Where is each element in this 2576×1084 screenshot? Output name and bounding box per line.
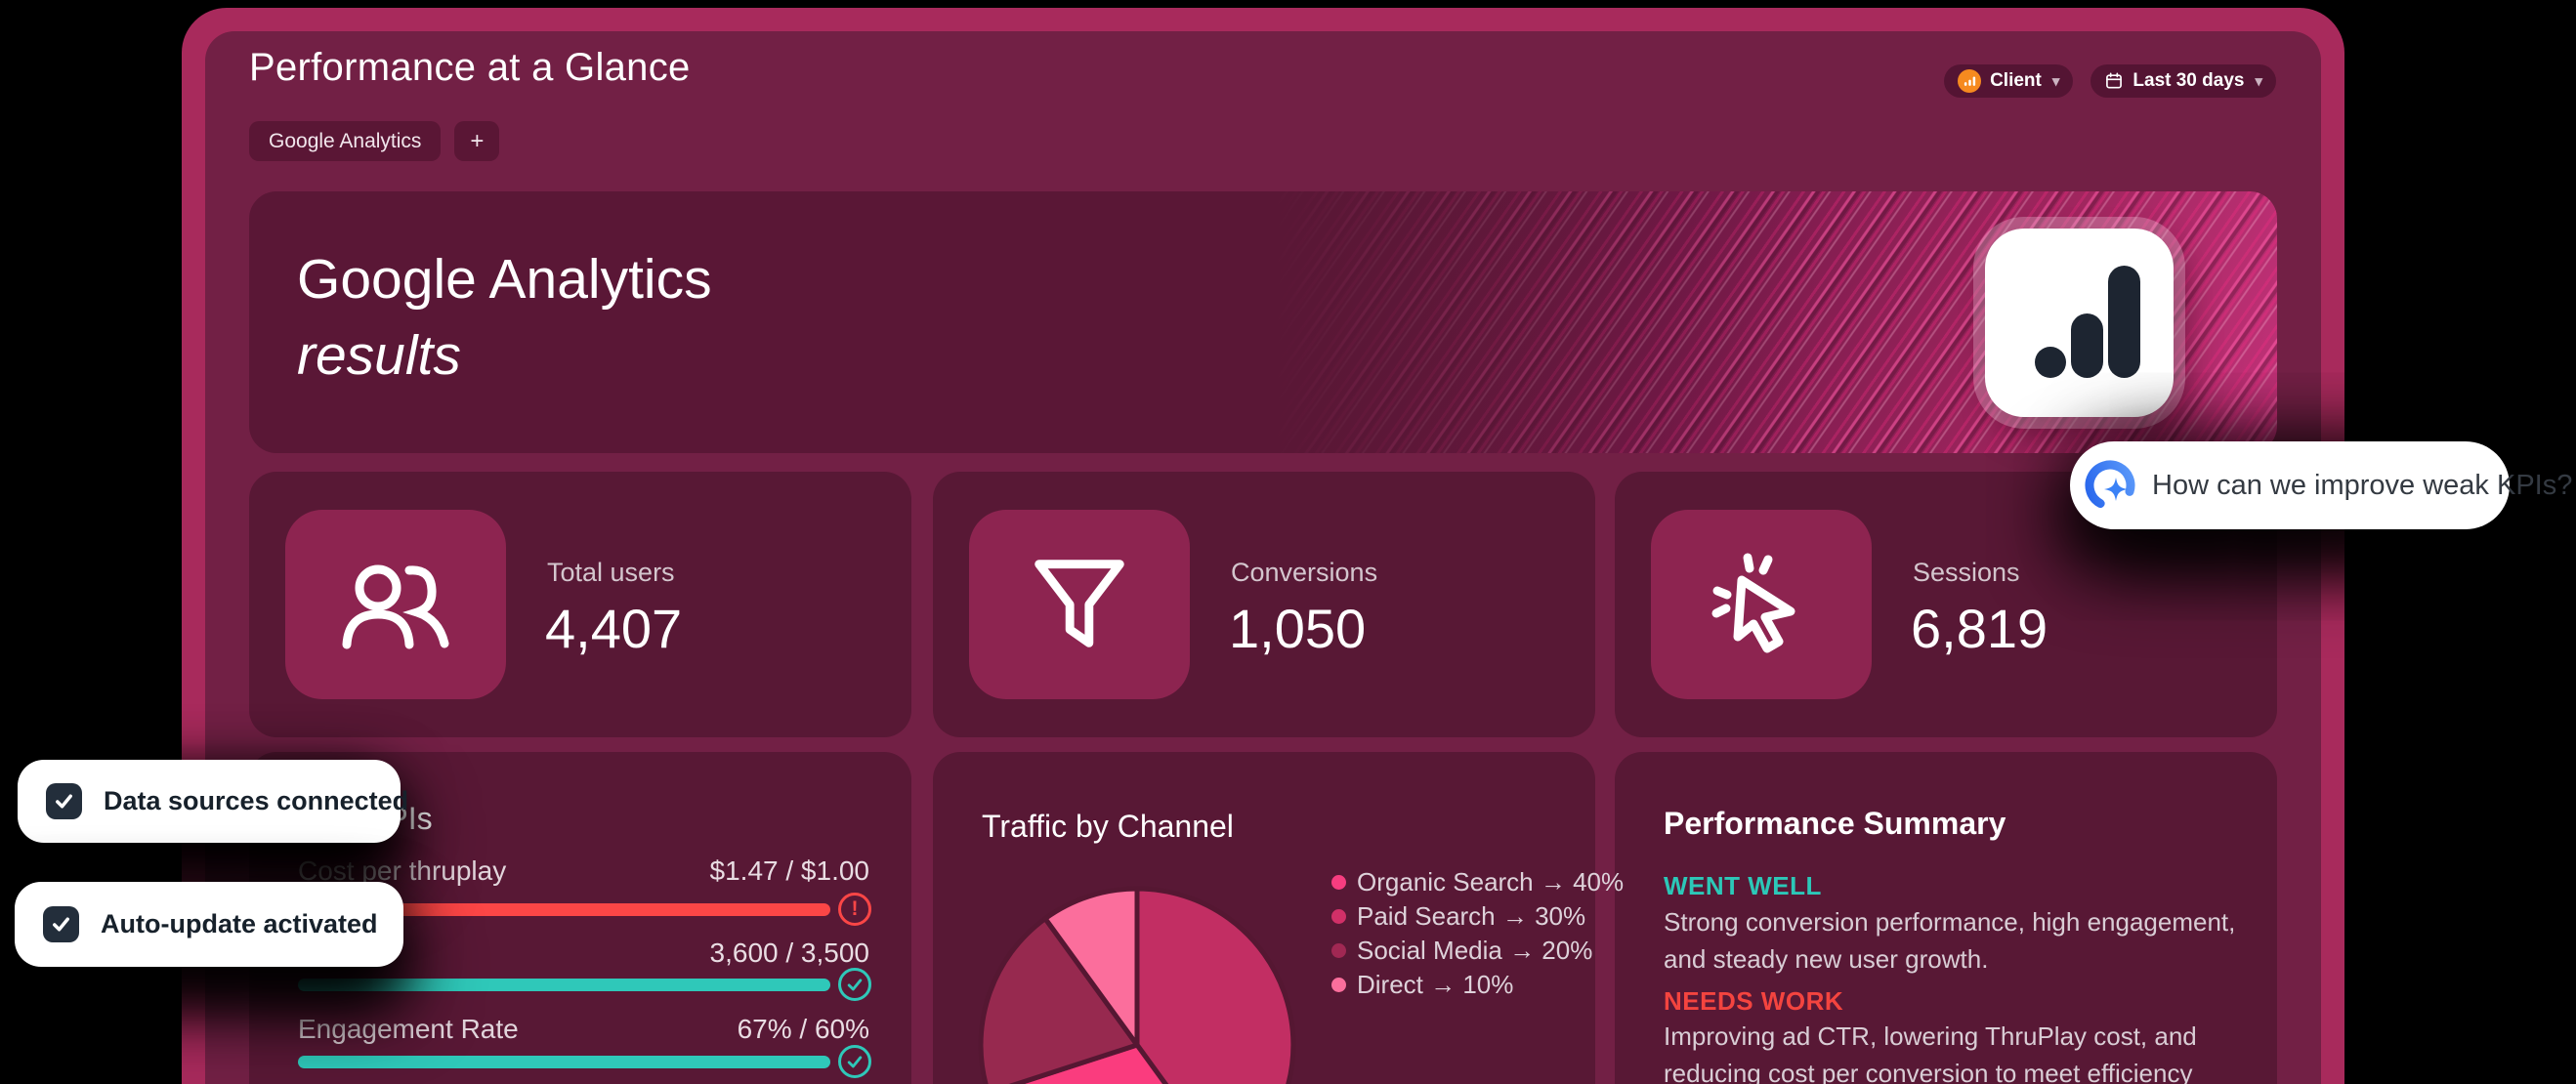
stat-icon-tile [285, 510, 506, 699]
chevron-down-icon: ▾ [2051, 73, 2060, 90]
traffic-card-title: Traffic by Channel [982, 809, 1234, 844]
performance-summary-card: Performance Summary WENT WELL Strong con… [1615, 752, 2277, 1084]
banner-title-line2: results [297, 323, 461, 387]
source-banner [249, 191, 2277, 453]
summary-card-title: Performance Summary [1664, 806, 2006, 841]
banner-stripes-fade [1275, 191, 1822, 453]
tab-google-analytics[interactable]: Google Analytics [249, 121, 442, 161]
client-analytics-icon [1958, 69, 1982, 93]
stat-label: Sessions [1913, 558, 2020, 587]
legend-item: Direct → 10% [1331, 968, 1624, 1002]
legend-label: Direct → 10% [1357, 970, 1514, 999]
add-tab-button[interactable]: + [454, 121, 500, 161]
assistant-question: How can we improve weak KPIs? [2152, 469, 2573, 501]
kpi-row-label: Cost per thruplay [298, 855, 507, 886]
check-circle-icon [838, 968, 871, 1001]
legend-label: Organic Search → 40% [1357, 867, 1625, 896]
kpi-row-value: 3,600 / 3,500 [709, 938, 869, 968]
needs-work-text: Improving ad CTR, lowering ThruPlay cost… [1664, 1021, 2197, 1084]
stat-card-total-users: Total users 4,407 [249, 472, 911, 737]
banner-title-line1: Google Analytics [297, 248, 712, 311]
kpi-progress-bar [298, 979, 830, 991]
users-icon [342, 564, 449, 649]
legend-item: Paid Search → 30% [1331, 899, 1624, 934]
alert-circle-icon: ! [838, 893, 871, 926]
date-range-dropdown[interactable]: Last 30 days ▾ [2090, 64, 2276, 98]
google-analytics-logo-tile [1985, 229, 2174, 417]
legend-bullet [1331, 875, 1346, 890]
legend-bullet [1331, 943, 1346, 958]
legend-item: Organic Search → 40% [1331, 865, 1624, 899]
funnel-icon [1035, 560, 1124, 647]
kpi-row-value: 67% / 60% [737, 1014, 869, 1044]
legend-label: Social Media → 20% [1357, 936, 1593, 965]
client-dropdown[interactable]: Client ▾ [1944, 64, 2074, 98]
topbar-filters: Client ▾ Last 30 days ▾ [1944, 64, 2276, 98]
ai-sparkle-icon [2084, 459, 2136, 512]
checkbox-checked-icon[interactable] [46, 783, 82, 819]
toast-auto-update: Auto-update activated [15, 882, 403, 967]
google-analytics-icon [2035, 266, 2140, 378]
assistant-suggestion-bubble[interactable]: How can we improve weak KPIs? [2070, 441, 2572, 529]
stat-value: 6,819 [1911, 598, 2048, 659]
traffic-by-channel-card: Traffic by Channel [933, 752, 1595, 1084]
needs-work-label: NEEDS WORK [1664, 986, 1844, 1016]
stat-icon-tile [969, 510, 1190, 699]
stat-label: Conversions [1231, 558, 1378, 587]
kpi-progress-bar [298, 1056, 830, 1068]
stat-icon-tile [1651, 510, 1872, 699]
toast-label: Data sources connected [104, 786, 409, 815]
cursor-click-icon [1711, 553, 1795, 653]
banner-title: Google Analytics results [297, 242, 712, 394]
date-range-label: Last 30 days [2133, 70, 2245, 91]
kpi-row-label: Engagement Rate [298, 1014, 519, 1044]
traffic-legend: Organic Search → 40% Paid Search → 30% S… [1331, 865, 1624, 1002]
toast-label: Auto-update activated [101, 909, 378, 938]
traffic-pie-chart [978, 886, 1296, 1084]
toast-data-sources: Data sources connected [18, 760, 408, 843]
client-dropdown-label: Client [1990, 70, 2042, 91]
stat-label: Total users [547, 558, 675, 587]
check-circle-icon [838, 1045, 871, 1078]
stat-value: 4,407 [545, 598, 683, 659]
went-well-label: WENT WELL [1664, 871, 1822, 900]
stat-card-conversions: Conversions 1,050 [933, 472, 1595, 737]
legend-item: Social Media → 20% [1331, 934, 1624, 968]
calendar-icon [2104, 71, 2124, 91]
stat-value: 1,050 [1229, 598, 1367, 659]
legend-bullet [1331, 909, 1346, 924]
checkbox-checked-icon[interactable] [43, 906, 79, 942]
chevron-down-icon: ▾ [2255, 73, 2262, 90]
kpi-row-value: $1.47 / $1.00 [709, 855, 869, 886]
kpi-progress-bar [298, 903, 830, 916]
legend-label: Paid Search → 30% [1357, 901, 1586, 931]
page-title: Performance at a Glance [249, 46, 691, 89]
went-well-text: Strong conversion performance, high enga… [1664, 907, 2236, 974]
legend-bullet [1331, 978, 1346, 992]
source-tabs: Google Analytics + [249, 121, 500, 161]
